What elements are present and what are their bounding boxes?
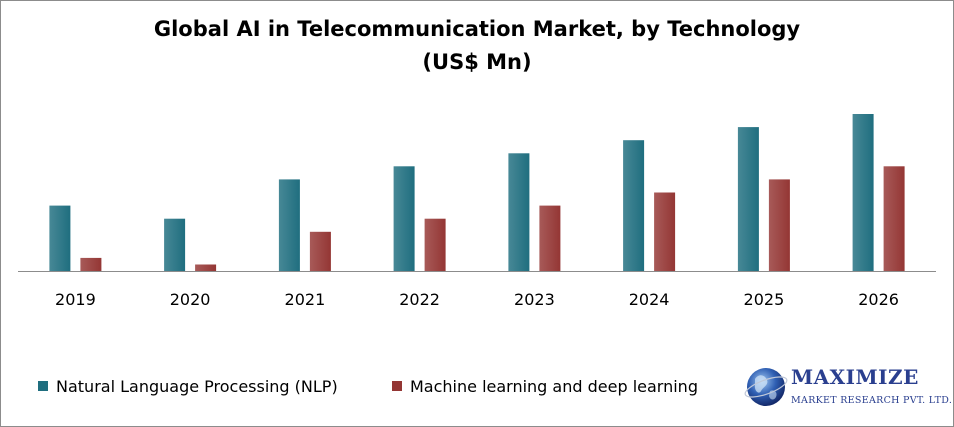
- legend-swatch-nlp: [38, 381, 48, 391]
- bar-ml-2020: [195, 264, 217, 271]
- bar-ml-2022: [424, 218, 446, 271]
- bar-nlp-2023: [508, 153, 530, 272]
- bar-ml-2019: [80, 257, 102, 271]
- legend-swatch-ml: [392, 381, 402, 391]
- bar-ml-2021: [309, 231, 331, 272]
- legend-label-nlp: Natural Language Processing (NLP): [56, 376, 338, 396]
- x-tick-label: 2022: [399, 290, 440, 309]
- legend-item-nlp: Natural Language Processing (NLP): [38, 374, 338, 398]
- bar-nlp-2022: [393, 166, 415, 271]
- bar-ml-2023: [539, 205, 561, 271]
- x-tick-label: 2023: [514, 290, 555, 309]
- x-tick-label: 2025: [744, 290, 785, 309]
- x-tick-label: 2026: [858, 290, 899, 309]
- bar-nlp-2026: [852, 114, 874, 271]
- bar-ml-2026: [883, 166, 905, 271]
- globe-icon: [744, 368, 788, 406]
- company-logo: MAXIMIZE MARKET RESEARCH PVT. LTD.: [743, 359, 953, 419]
- logo-name: MAXIMIZE: [791, 365, 919, 389]
- x-tick-label: 2021: [285, 290, 326, 309]
- bar-nlp-2021: [278, 179, 300, 271]
- chart-title-main: Global AI in Telecommunication Market, b…: [153, 17, 801, 41]
- x-tick-label: 2020: [170, 290, 211, 309]
- bar-ml-2024: [654, 192, 676, 271]
- legend-item-ml: Machine learning and deep learning: [392, 374, 698, 398]
- bar-nlp-2020: [164, 218, 186, 271]
- bar-nlp-2025: [737, 127, 759, 271]
- legend-label-ml: Machine learning and deep learning: [410, 376, 698, 396]
- bar-nlp-2024: [623, 140, 645, 271]
- chart-title: Global AI in Telecommunication Market, b…: [1, 13, 953, 79]
- logo-subtitle: MARKET RESEARCH PVT. LTD.: [791, 395, 953, 406]
- bar-ml-2025: [768, 179, 790, 271]
- x-tick-label: 2024: [629, 290, 670, 309]
- x-tick-label: 2019: [55, 290, 96, 309]
- chart-title-unit: (US$ Mn): [422, 50, 532, 74]
- bar-nlp-2019: [49, 205, 71, 271]
